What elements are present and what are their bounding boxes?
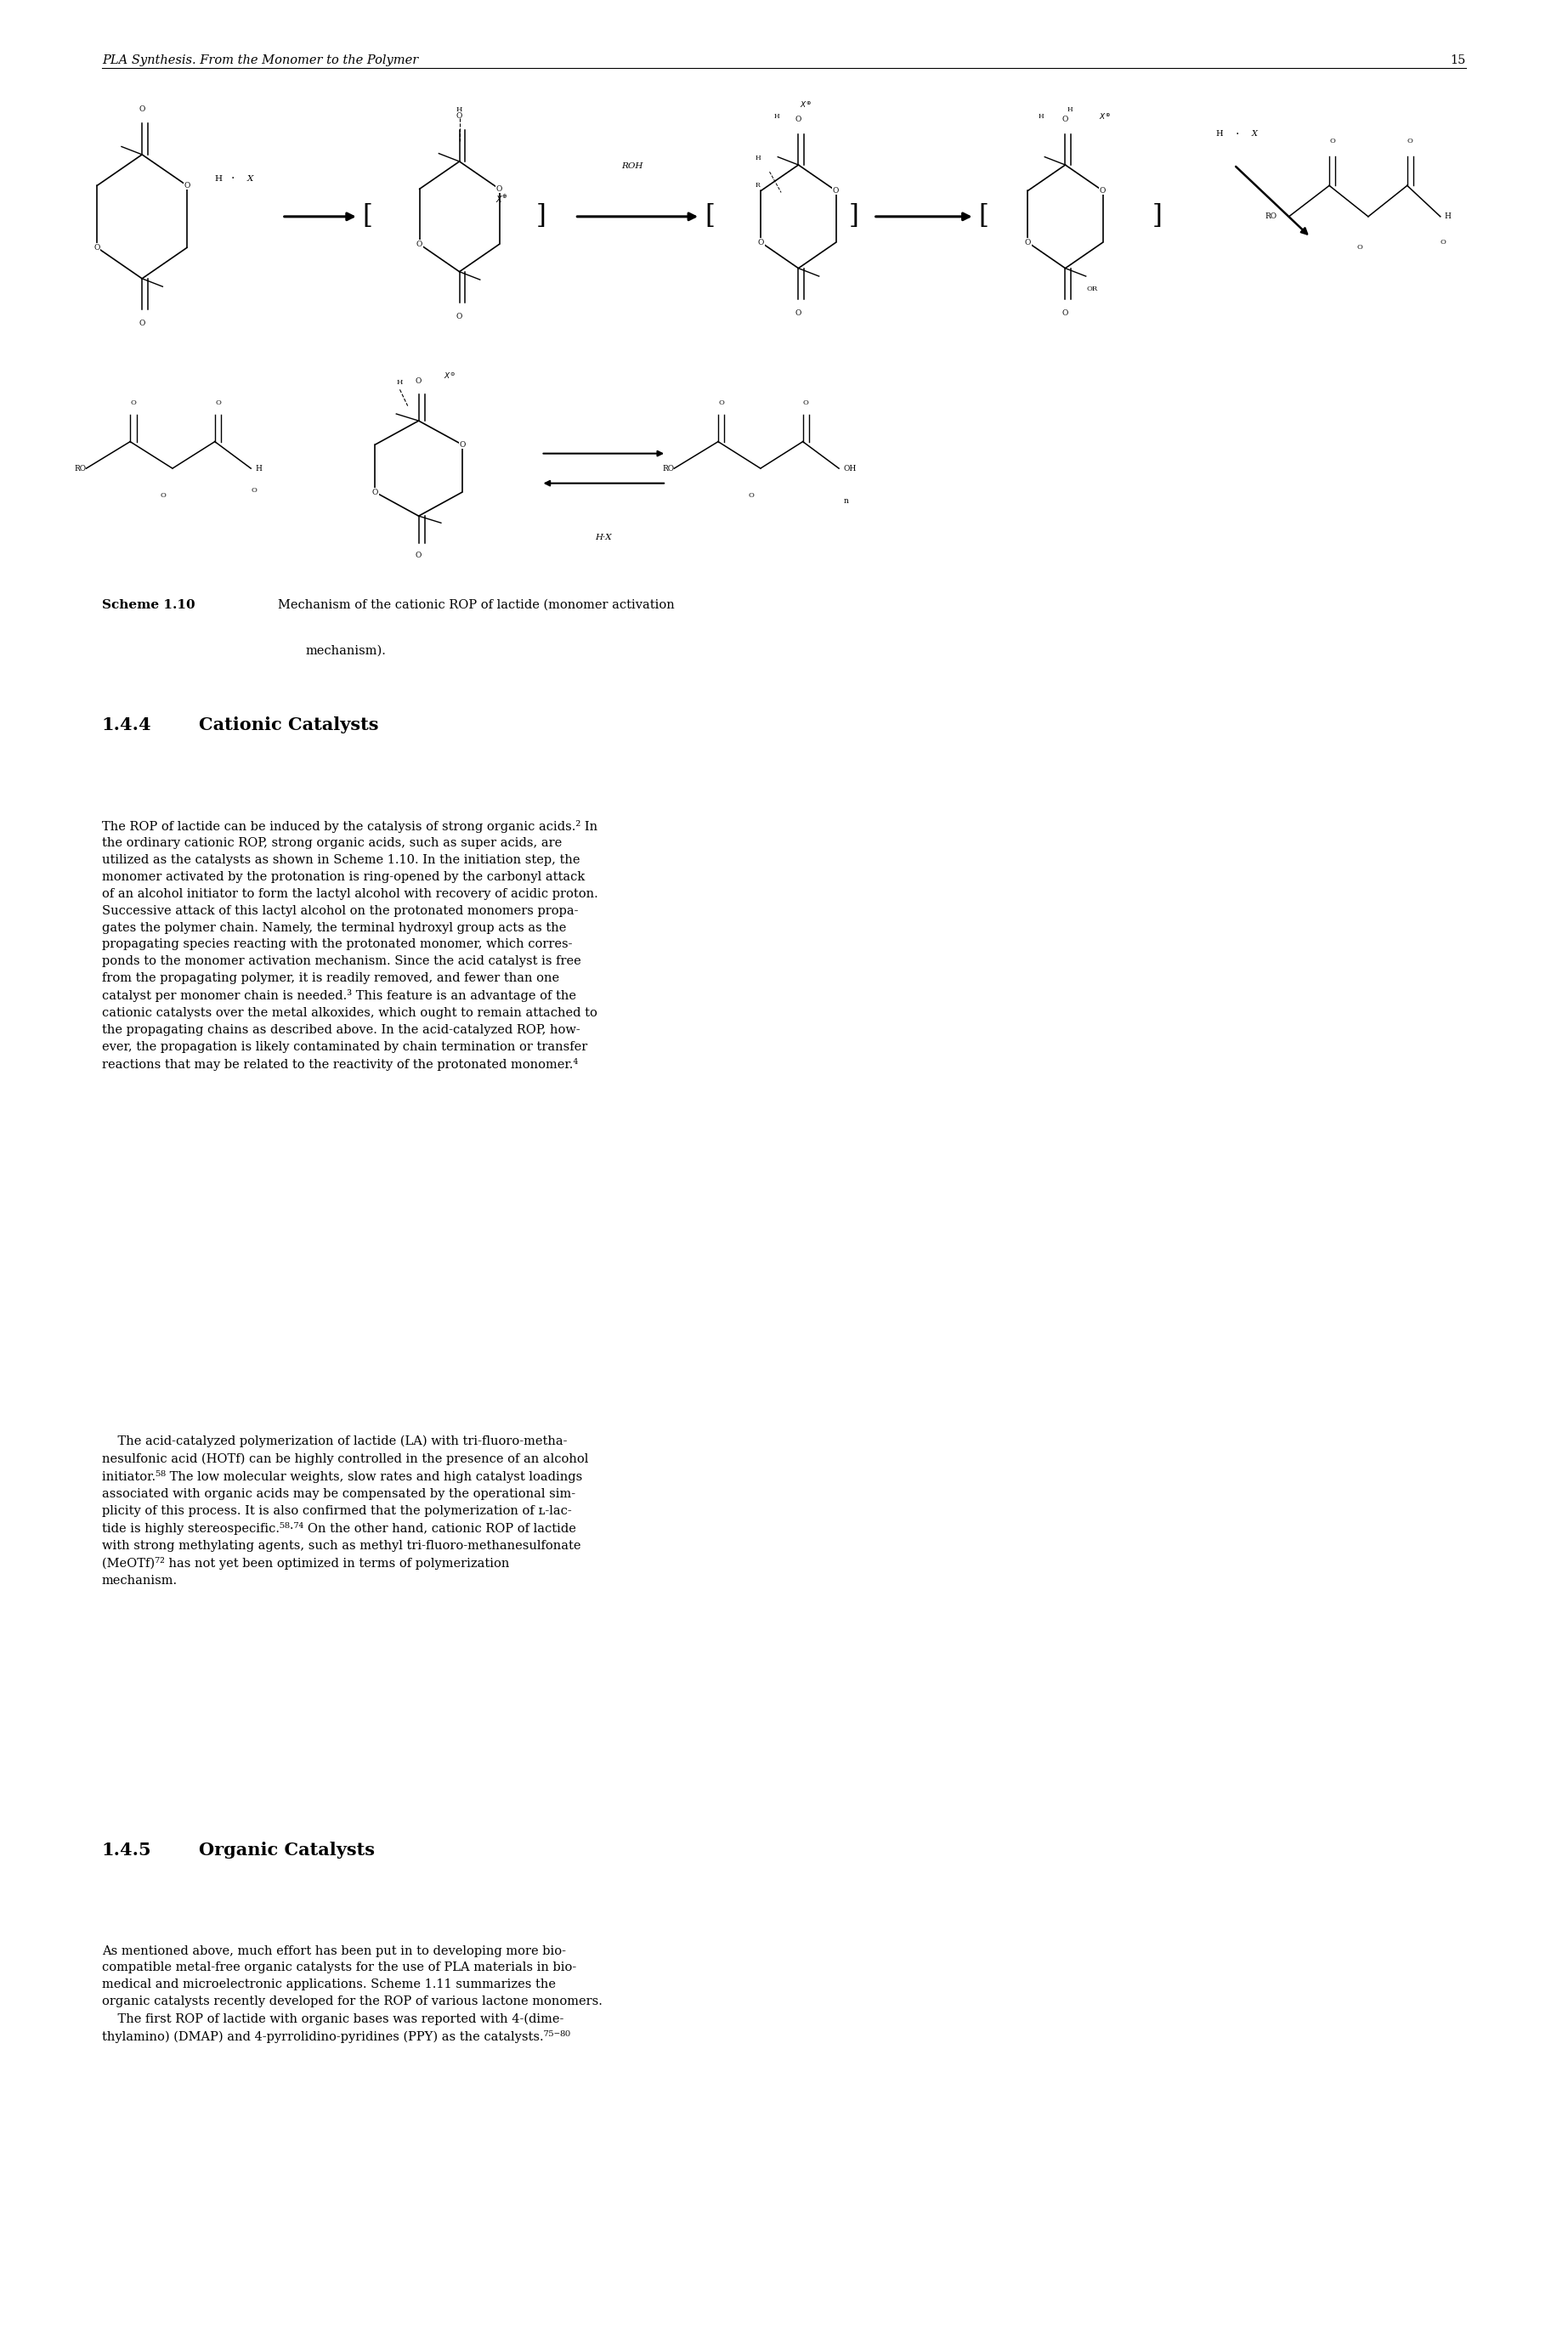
Text: O: O: [1099, 188, 1105, 195]
Text: O: O: [1406, 139, 1413, 143]
Text: O: O: [795, 115, 801, 124]
Text: ]: ]: [848, 204, 859, 230]
Text: $\mathit{X}^{\oplus}$: $\mathit{X}^{\oplus}$: [495, 193, 508, 204]
Text: Scheme 1.10: Scheme 1.10: [102, 599, 194, 611]
Text: RO: RO: [662, 465, 674, 472]
Text: [: [: [704, 204, 715, 230]
Text: H: H: [1217, 129, 1223, 139]
Text: O: O: [495, 186, 502, 193]
Text: O: O: [718, 399, 724, 406]
Text: RO: RO: [74, 465, 86, 472]
Text: As mentioned above, much effort has been put in to developing more bio-
compatib: As mentioned above, much effort has been…: [102, 1945, 602, 2044]
Text: O: O: [803, 399, 809, 406]
Text: O: O: [757, 240, 764, 247]
Text: $\mathit{X}^{\oplus}$: $\mathit{X}^{\oplus}$: [800, 99, 812, 110]
Text: 1.4.5: 1.4.5: [102, 1842, 152, 1858]
Text: O: O: [140, 319, 146, 327]
Text: RO: RO: [1265, 214, 1278, 221]
Text: H: H: [756, 155, 760, 162]
Text: The acid-catalyzed polymerization of lactide (LA) with tri-fluoro-metha-
nesulfo: The acid-catalyzed polymerization of lac…: [102, 1435, 588, 1586]
Text: H: H: [1038, 113, 1044, 120]
Text: 15: 15: [1450, 54, 1466, 66]
Text: ]: ]: [1152, 204, 1162, 230]
Text: PLA Synthesis. From the Monomer to the Polymer: PLA Synthesis. From the Monomer to the P…: [102, 54, 419, 66]
Text: ·: ·: [230, 174, 235, 186]
Text: O: O: [1062, 310, 1068, 317]
Text: O: O: [183, 181, 190, 190]
Text: O: O: [1356, 244, 1363, 251]
Text: $\mathit{X}^{\ominus}$: $\mathit{X}^{\ominus}$: [444, 371, 456, 381]
Text: OR: OR: [1087, 287, 1098, 291]
Text: O: O: [372, 489, 378, 496]
Text: R: R: [756, 183, 760, 188]
Text: O: O: [1024, 240, 1030, 247]
Text: 1.4.4: 1.4.4: [102, 716, 152, 733]
Text: O: O: [1330, 139, 1334, 143]
Text: O: O: [140, 106, 146, 113]
Text: H: H: [775, 113, 779, 120]
Text: O: O: [160, 491, 166, 498]
Text: O: O: [1062, 115, 1068, 124]
Text: ROH: ROH: [622, 162, 643, 169]
Text: O: O: [459, 442, 466, 449]
Text: H: H: [1066, 106, 1073, 113]
Text: O: O: [748, 491, 754, 498]
Text: H: H: [1444, 214, 1452, 221]
Text: $\mathit{X}^{\oplus}$: $\mathit{X}^{\oplus}$: [1099, 113, 1110, 122]
Text: O: O: [215, 399, 221, 406]
Text: O: O: [833, 188, 839, 195]
Text: ·: ·: [1236, 127, 1239, 141]
Text: [: [: [362, 204, 373, 230]
Text: O: O: [795, 310, 801, 317]
Text: H·X: H·X: [596, 533, 612, 543]
Text: O: O: [456, 113, 463, 120]
Text: H: H: [456, 106, 463, 113]
Text: Cationic Catalysts: Cationic Catalysts: [199, 716, 379, 733]
Text: O: O: [251, 486, 257, 493]
Text: O: O: [130, 399, 136, 406]
Text: X: X: [1251, 129, 1258, 139]
Text: mechanism).: mechanism).: [306, 644, 386, 658]
Text: [: [: [978, 204, 989, 230]
Text: O: O: [417, 240, 423, 249]
Text: OH: OH: [844, 465, 856, 472]
Text: Organic Catalysts: Organic Catalysts: [199, 1842, 375, 1858]
Text: O: O: [456, 312, 463, 322]
Text: H: H: [215, 174, 223, 183]
Text: O: O: [1441, 240, 1446, 247]
Text: O: O: [416, 552, 422, 559]
Text: O: O: [416, 378, 422, 385]
Text: ]: ]: [536, 204, 546, 230]
Text: H: H: [256, 465, 262, 472]
Text: The ROP of lactide can be induced by the catalysis of strong organic acids.² In
: The ROP of lactide can be induced by the…: [102, 820, 597, 1071]
Text: n: n: [844, 498, 848, 505]
Text: Mechanism of the cationic ROP of lactide (monomer activation: Mechanism of the cationic ROP of lactide…: [278, 599, 674, 611]
Text: O: O: [94, 244, 100, 251]
Text: X: X: [248, 174, 254, 183]
Text: H: H: [397, 378, 403, 385]
